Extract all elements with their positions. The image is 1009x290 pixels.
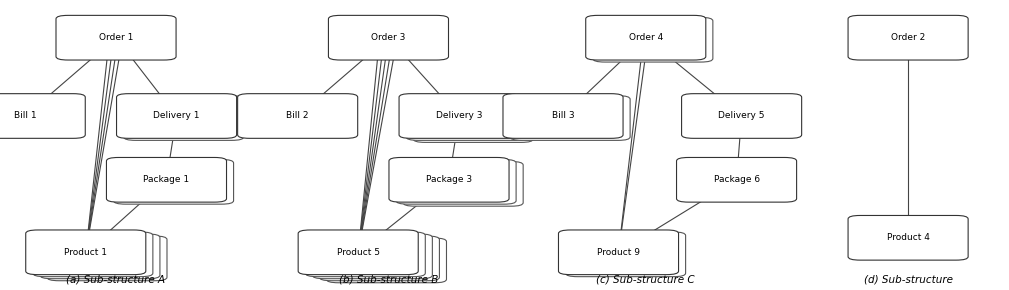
Text: Package 6: Package 6 [713,175,760,184]
FancyBboxPatch shape [848,215,968,260]
FancyBboxPatch shape [305,232,426,277]
FancyBboxPatch shape [676,157,797,202]
Text: (c) Sub-structure C: (c) Sub-structure C [596,274,695,284]
FancyBboxPatch shape [327,238,446,283]
Text: (b) Sub-structure B: (b) Sub-structure B [339,274,438,284]
FancyBboxPatch shape [313,234,432,279]
Text: Bill 1: Bill 1 [14,111,36,121]
FancyBboxPatch shape [299,230,418,275]
FancyBboxPatch shape [414,98,533,142]
FancyBboxPatch shape [114,160,234,204]
Text: Package 3: Package 3 [426,175,472,184]
Text: Delivery 1: Delivery 1 [153,111,200,121]
Text: Delivery 5: Delivery 5 [718,111,765,121]
Text: Bill 2: Bill 2 [287,111,309,121]
FancyBboxPatch shape [319,236,439,281]
Text: Order 2: Order 2 [891,33,925,42]
FancyBboxPatch shape [329,15,448,60]
Text: Product 4: Product 4 [887,233,929,242]
FancyBboxPatch shape [47,236,167,281]
Text: (a) Sub-structure A: (a) Sub-structure A [67,274,165,284]
FancyBboxPatch shape [848,15,968,60]
FancyBboxPatch shape [593,17,712,62]
FancyBboxPatch shape [123,96,244,140]
Text: Order 3: Order 3 [371,33,406,42]
Text: Order 1: Order 1 [99,33,133,42]
FancyBboxPatch shape [565,232,686,277]
FancyBboxPatch shape [107,157,226,202]
FancyBboxPatch shape [511,96,630,140]
FancyBboxPatch shape [117,94,236,138]
Text: Order 4: Order 4 [629,33,663,42]
FancyBboxPatch shape [32,232,153,277]
Text: (d) Sub-structure: (d) Sub-structure [864,274,952,284]
FancyBboxPatch shape [396,160,517,204]
Text: Delivery 3: Delivery 3 [436,111,482,121]
FancyBboxPatch shape [400,94,519,138]
FancyBboxPatch shape [406,96,527,140]
Text: Bill 3: Bill 3 [552,111,574,121]
FancyBboxPatch shape [26,230,145,275]
FancyBboxPatch shape [404,162,523,206]
FancyBboxPatch shape [57,15,176,60]
FancyBboxPatch shape [238,94,357,138]
FancyBboxPatch shape [585,15,706,60]
FancyBboxPatch shape [0,94,85,138]
FancyBboxPatch shape [40,234,159,279]
Text: Product 1: Product 1 [65,248,107,257]
FancyBboxPatch shape [681,94,801,138]
Text: Product 9: Product 9 [597,248,640,257]
FancyBboxPatch shape [559,230,678,275]
Text: Product 5: Product 5 [337,248,379,257]
FancyBboxPatch shape [388,157,509,202]
Text: Package 1: Package 1 [143,175,190,184]
FancyBboxPatch shape [502,94,623,138]
